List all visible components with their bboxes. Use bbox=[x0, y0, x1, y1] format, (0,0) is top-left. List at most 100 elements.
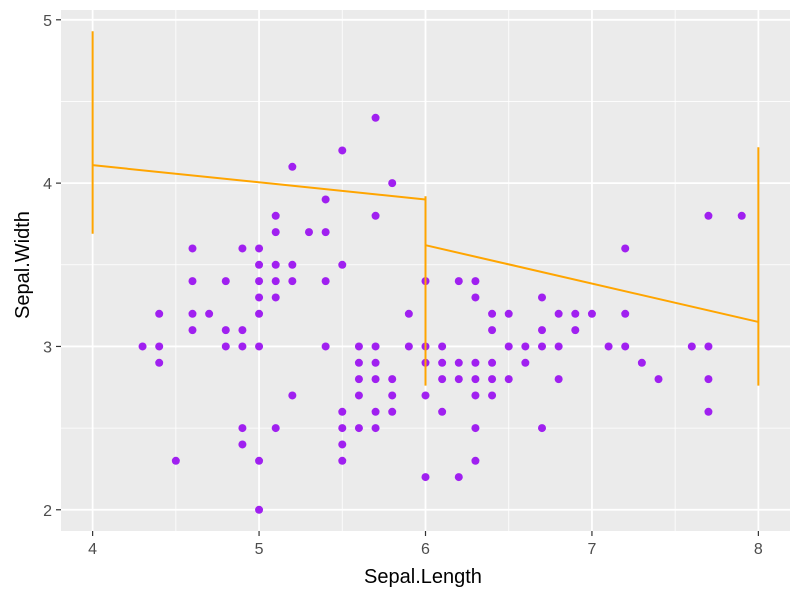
data-point bbox=[188, 326, 197, 335]
data-point bbox=[288, 260, 297, 269]
data-point bbox=[404, 309, 413, 318]
data-point bbox=[354, 342, 363, 351]
data-point bbox=[188, 277, 197, 286]
y-tick-label: 5 bbox=[43, 13, 52, 30]
data-point bbox=[238, 342, 247, 351]
data-point bbox=[221, 277, 230, 286]
data-point bbox=[454, 473, 463, 482]
data-point bbox=[521, 358, 530, 367]
data-point bbox=[255, 244, 264, 253]
data-point bbox=[238, 424, 247, 433]
data-point bbox=[521, 342, 530, 351]
data-point bbox=[371, 113, 380, 122]
data-point bbox=[271, 228, 280, 237]
data-point bbox=[321, 195, 330, 204]
data-point bbox=[737, 211, 746, 220]
data-point bbox=[471, 424, 480, 433]
data-point bbox=[271, 260, 280, 269]
x-tick-label: 4 bbox=[88, 541, 97, 558]
x-axis-title: Sepal.Length bbox=[364, 566, 482, 588]
data-point bbox=[488, 309, 497, 318]
data-point bbox=[271, 277, 280, 286]
data-point bbox=[255, 260, 264, 269]
data-point bbox=[471, 293, 480, 302]
axis-ticks bbox=[56, 19, 759, 536]
data-point bbox=[271, 211, 280, 220]
data-point bbox=[488, 391, 497, 400]
orange-segment bbox=[92, 164, 426, 201]
data-point bbox=[255, 342, 264, 351]
data-point bbox=[255, 505, 264, 514]
data-point bbox=[454, 358, 463, 367]
y-tick-label: 2 bbox=[43, 503, 52, 520]
data-point bbox=[354, 358, 363, 367]
x-tick-label: 7 bbox=[587, 541, 596, 558]
data-point bbox=[538, 293, 547, 302]
data-point bbox=[221, 342, 230, 351]
data-point bbox=[388, 375, 397, 384]
data-point bbox=[404, 342, 413, 351]
data-point bbox=[454, 277, 463, 286]
orange-segments bbox=[91, 31, 760, 386]
data-point bbox=[138, 342, 147, 351]
orange-segment bbox=[425, 244, 759, 323]
x-tick-label: 6 bbox=[421, 541, 430, 558]
y-tick-label: 4 bbox=[43, 176, 52, 193]
x-tick-label: 5 bbox=[255, 541, 264, 558]
data-point bbox=[704, 375, 713, 384]
data-point bbox=[321, 228, 330, 237]
data-point bbox=[538, 326, 547, 335]
data-point bbox=[288, 277, 297, 286]
data-point bbox=[321, 342, 330, 351]
data-point bbox=[621, 244, 630, 253]
data-point bbox=[238, 244, 247, 253]
data-point bbox=[255, 293, 264, 302]
tick-labels: 4 5 6 7 8 2 3 4 5 bbox=[43, 13, 763, 558]
data-point bbox=[704, 211, 713, 220]
data-point bbox=[188, 309, 197, 318]
data-point bbox=[255, 309, 264, 318]
data-point bbox=[471, 277, 480, 286]
data-point bbox=[271, 293, 280, 302]
data-point bbox=[621, 342, 630, 351]
data-point bbox=[371, 407, 380, 416]
data-point bbox=[371, 375, 380, 384]
data-point bbox=[238, 440, 247, 449]
data-point bbox=[221, 326, 230, 335]
data-point bbox=[471, 391, 480, 400]
data-point bbox=[155, 358, 164, 367]
y-tick-label: 3 bbox=[43, 339, 52, 356]
data-point bbox=[554, 375, 563, 384]
data-point bbox=[571, 309, 580, 318]
data-point bbox=[188, 244, 197, 253]
data-point bbox=[371, 211, 380, 220]
data-point bbox=[471, 358, 480, 367]
data-point bbox=[371, 358, 380, 367]
data-point bbox=[554, 342, 563, 351]
data-point bbox=[288, 162, 297, 171]
data-point bbox=[255, 456, 264, 465]
data-point bbox=[371, 424, 380, 433]
data-point bbox=[571, 326, 580, 335]
data-point bbox=[338, 146, 347, 155]
data-point bbox=[321, 277, 330, 286]
data-point bbox=[388, 391, 397, 400]
data-point bbox=[621, 309, 630, 318]
data-point bbox=[205, 309, 214, 318]
data-point bbox=[338, 407, 347, 416]
data-point bbox=[488, 375, 497, 384]
data-point bbox=[538, 424, 547, 433]
data-point bbox=[504, 342, 513, 351]
data-point bbox=[438, 407, 447, 416]
data-point bbox=[155, 309, 164, 318]
data-point bbox=[538, 342, 547, 351]
data-point bbox=[338, 260, 347, 269]
data-point bbox=[388, 407, 397, 416]
data-point bbox=[421, 473, 430, 482]
data-point bbox=[488, 358, 497, 367]
data-point bbox=[388, 179, 397, 188]
data-point bbox=[587, 309, 596, 318]
data-point bbox=[687, 342, 696, 351]
data-point bbox=[338, 456, 347, 465]
